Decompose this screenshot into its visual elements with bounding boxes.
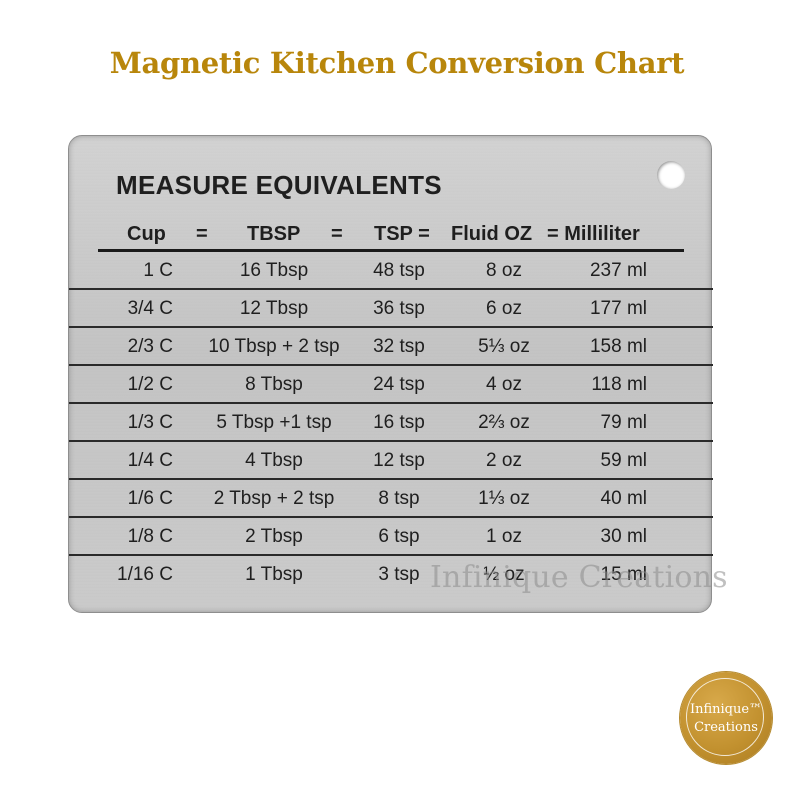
- table-row: 3/4 C 12 Tbsp 36 tsp 6 oz 177 ml: [69, 290, 713, 328]
- cell-ml: 237 ml: [589, 260, 647, 281]
- conversion-plate: MEASURE EQUIVALENTS Cup = TBSP = TSP = F…: [68, 135, 713, 613]
- cell-ml: 15 ml: [600, 564, 647, 585]
- table-row: 1/8 C 2 Tbsp 6 tsp 1 oz 30 ml: [69, 518, 713, 556]
- cell-oz: 1⅓ oz: [478, 488, 530, 509]
- cell-tbsp: 8 Tbsp: [245, 374, 303, 395]
- table-row: 1 C 16 Tbsp 48 tsp 8 oz 237 ml: [69, 252, 713, 290]
- header-tbsp: TBSP: [247, 223, 301, 245]
- cell-oz: 8 oz: [486, 260, 522, 281]
- cell-tsp: 6 tsp: [378, 526, 420, 547]
- conversion-table: 1 C 16 Tbsp 48 tsp 8 oz 237 ml 3/4 C 12 Tbsp 36…: [69, 252, 713, 594]
- table-row: 1/3 C 5 Tbsp +1 tsp 16 tsp 2⅔ oz 79 ml: [69, 404, 713, 442]
- cell-tbsp: 10 Tbsp + 2 tsp: [208, 336, 340, 357]
- cell-oz: 2⅔ oz: [478, 412, 530, 433]
- cell-cup: 1/3 C: [127, 412, 173, 433]
- cell-ml: 40 ml: [600, 488, 647, 509]
- cell-tsp: 16 tsp: [373, 412, 425, 433]
- cell-ml: 158 ml: [589, 336, 647, 357]
- brand-logo: Infinique™ Creations: [680, 672, 772, 764]
- cell-ml: 79 ml: [600, 412, 647, 433]
- logo-ring: [686, 678, 764, 756]
- header-cup: Cup: [127, 223, 166, 245]
- plate-title: MEASURE EQUIVALENTS: [116, 170, 442, 200]
- header-equals-1: =: [196, 223, 208, 245]
- cell-ml: 118 ml: [591, 374, 647, 395]
- cell-oz: 2 oz: [486, 450, 522, 471]
- cell-cup: 2/3 C: [127, 336, 173, 357]
- cell-cup: 1/8 C: [127, 526, 173, 547]
- cell-tbsp: 2 Tbsp + 2 tsp: [213, 488, 335, 509]
- header-divider: [98, 249, 684, 252]
- table-row: 1/4 C 4 Tbsp 12 tsp 2 oz 59 ml: [69, 442, 713, 480]
- cell-cup: 1/16 C: [117, 564, 173, 585]
- header-tsp: TSP =: [374, 223, 430, 245]
- cell-ml: 30 ml: [600, 526, 647, 547]
- cell-tsp: 48 tsp: [373, 260, 425, 281]
- cell-tsp: 24 tsp: [373, 374, 425, 395]
- logo-line-1: Infinique™: [689, 702, 763, 717]
- cell-tbsp: 4 Tbsp: [245, 450, 303, 471]
- cell-tbsp: 1 Tbsp: [245, 564, 303, 585]
- cell-cup: 1 C: [143, 260, 173, 281]
- watermark: Infinique Creations: [430, 560, 728, 595]
- cell-tbsp: 5 Tbsp +1 tsp: [216, 412, 332, 433]
- header-equals-2: =: [331, 223, 343, 245]
- table-row: 2/3 C 10 Tbsp + 2 tsp 32 tsp 5⅓ oz 158 ml: [69, 328, 713, 366]
- cell-tbsp: 12 Tbsp: [239, 298, 309, 319]
- cell-oz: 5⅓ oz: [478, 336, 530, 357]
- cell-tsp: 32 tsp: [373, 336, 425, 357]
- cell-cup: 1/6 C: [127, 488, 173, 509]
- cell-oz: 1 oz: [486, 526, 522, 547]
- cell-tsp: 8 tsp: [378, 488, 420, 509]
- cell-tsp: 3 tsp: [378, 564, 420, 585]
- cell-tbsp: 16 Tbsp: [239, 260, 309, 281]
- table-row: 1/16 C 1 Tbsp 3 tsp ½ oz 15 ml: [69, 556, 713, 594]
- cell-ml: 59 ml: [600, 450, 647, 471]
- cell-tbsp: 2 Tbsp: [245, 526, 303, 547]
- page-title: Magnetic Kitchen Conversion Chart: [109, 46, 685, 80]
- cell-cup: 1/4 C: [127, 450, 173, 471]
- hanging-hole: [657, 161, 685, 189]
- cell-cup: 1/2 C: [127, 374, 173, 395]
- cell-tsp: 12 tsp: [373, 450, 425, 471]
- column-headers: Cup = TBSP = TSP = Fluid OZ = Milliliter: [69, 223, 713, 249]
- header-fluid-oz: Fluid OZ: [451, 223, 533, 245]
- cell-oz: 6 oz: [486, 298, 522, 319]
- table-row: 1/2 C 8 Tbsp 24 tsp 4 oz 118 ml: [69, 366, 713, 404]
- cell-oz: ½ oz: [483, 564, 525, 585]
- logo-line-2: Creations: [694, 720, 758, 735]
- table-row: 1/6 C 2 Tbsp + 2 tsp 8 tsp 1⅓ oz 40 ml: [69, 480, 713, 518]
- cell-tsp: 36 tsp: [373, 298, 425, 319]
- cell-oz: 4 oz: [486, 374, 522, 395]
- cell-ml: 177 ml: [589, 298, 647, 319]
- header-milliliter: = Milliliter: [547, 223, 640, 245]
- cell-cup: 3/4 C: [127, 298, 173, 319]
